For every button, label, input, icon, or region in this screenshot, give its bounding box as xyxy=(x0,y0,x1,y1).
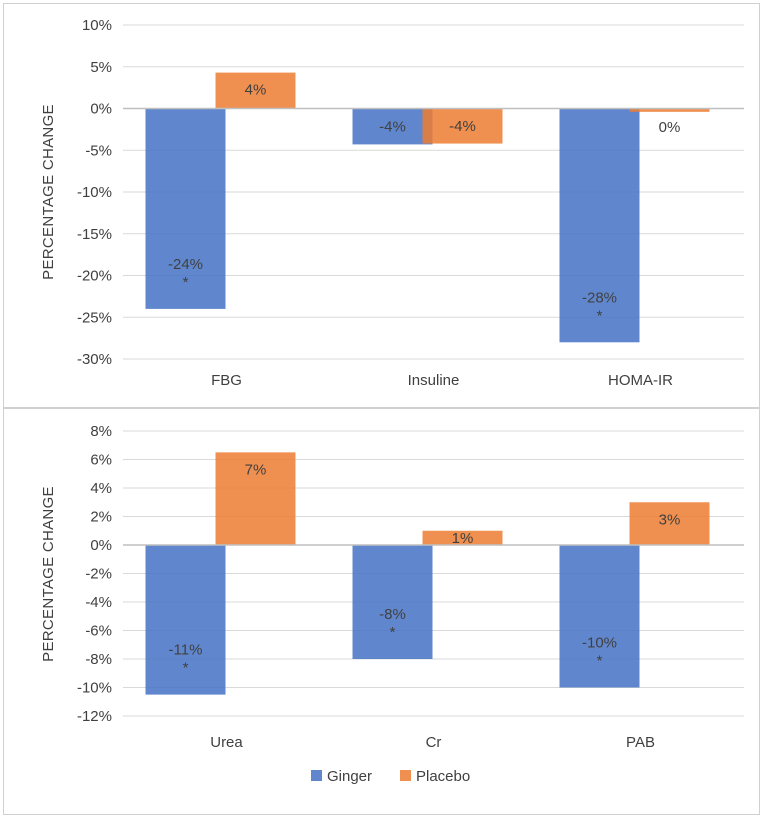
y-axis-title: PERCENTAGE CHANGE xyxy=(40,104,57,280)
bar-placebo xyxy=(215,72,296,109)
y-tick-label: 5% xyxy=(90,59,112,76)
category-label: PAB xyxy=(626,734,655,751)
y-tick-label: -6% xyxy=(85,623,112,640)
y-tick-label: -5% xyxy=(85,142,112,159)
legend-label-placebo: Placebo xyxy=(416,768,470,785)
bar-ginger xyxy=(352,108,433,145)
y-tick-label: 8% xyxy=(90,423,112,440)
chart-bottom: 8% 6% 4% 2% 0% -2% -4% -6% -8% -10% -12% PERCENTAGE… xyxy=(40,423,744,785)
bar-placebo xyxy=(422,108,503,144)
y-tick-label: -15% xyxy=(77,226,112,243)
y-tick-label: -10% xyxy=(77,184,112,201)
data-label: 7% xyxy=(245,461,267,478)
category-label: FBG xyxy=(211,372,242,389)
significance-marker: * xyxy=(597,653,603,670)
y-tick-label: 0% xyxy=(90,537,112,554)
y-axis-title: PERCENTAGE CHANGE xyxy=(40,486,57,662)
data-label: -4% xyxy=(379,118,406,135)
significance-marker: * xyxy=(390,624,396,641)
y-tick-label: -30% xyxy=(77,351,112,368)
bar-ginger xyxy=(559,545,640,688)
category-label: HOMA-IR xyxy=(608,372,673,389)
data-label: -10% xyxy=(582,635,617,652)
category-label: Insuline xyxy=(408,372,460,389)
data-label: -4% xyxy=(449,118,476,135)
legend-swatch-ginger xyxy=(311,770,322,781)
bar-placebo xyxy=(629,502,710,545)
bar-placebo xyxy=(215,452,296,545)
data-label: -11% xyxy=(169,642,203,659)
data-label: -8% xyxy=(379,606,406,623)
y-tick-label: -20% xyxy=(77,268,112,285)
y-tick-label: 6% xyxy=(90,452,112,469)
significance-marker: * xyxy=(183,660,189,677)
y-tick-label: 2% xyxy=(90,509,112,526)
data-label: 3% xyxy=(659,511,681,528)
significance-marker: * xyxy=(597,307,603,324)
y-tick-label: 10% xyxy=(82,17,112,34)
y-tick-label: 0% xyxy=(90,101,112,118)
data-label: 0% xyxy=(659,119,681,136)
y-tick-label: -2% xyxy=(85,566,112,583)
bar-placebo xyxy=(422,530,503,545)
significance-marker: * xyxy=(183,274,189,291)
data-label: 4% xyxy=(245,82,267,99)
category-label: Cr xyxy=(426,734,442,751)
y-tick-label: -4% xyxy=(85,594,112,611)
y-tick-label: -10% xyxy=(77,680,112,697)
y-tick-label: -12% xyxy=(77,708,112,725)
chart-top: 10% 5% 0% -5% -10% -15% -20% -25% -30% PERCENTAGE… xyxy=(40,17,744,389)
y-tick-label: -8% xyxy=(85,651,112,668)
bar-ginger xyxy=(559,108,640,343)
chart-panel-bottom: 8% 6% 4% 2% 0% -2% -4% -6% -8% -10% -12% PERCENTAGE… xyxy=(3,408,760,815)
data-label: -28% xyxy=(582,289,617,306)
data-label: -24% xyxy=(168,256,203,273)
legend-label-ginger: Ginger xyxy=(327,768,372,785)
chart-panel-top: 10% 5% 0% -5% -10% -15% -20% -25% -30% PERCENTAGE… xyxy=(3,3,760,408)
y-tick-label: -25% xyxy=(77,309,112,326)
y-tick-label: 4% xyxy=(90,480,112,497)
bar-ginger xyxy=(145,108,226,309)
legend-swatch-placebo xyxy=(400,770,411,781)
category-label: Urea xyxy=(210,734,243,751)
bar-placebo xyxy=(629,108,710,112)
data-label: 1% xyxy=(452,530,474,547)
bar-ginger xyxy=(145,545,226,695)
bar-ginger xyxy=(352,545,433,659)
